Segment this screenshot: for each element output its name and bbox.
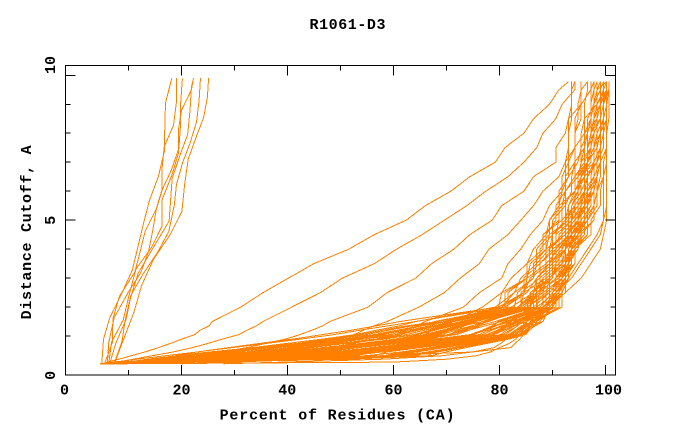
svg-text:5: 5: [43, 216, 60, 225]
svg-text:100: 100: [595, 383, 622, 400]
svg-text:0: 0: [60, 383, 69, 400]
svg-text:R1061-D3: R1061-D3: [310, 17, 386, 34]
svg-text:10: 10: [43, 56, 60, 74]
svg-text:40: 40: [278, 383, 296, 400]
svg-text:Percent of Residues (CA): Percent of Residues (CA): [220, 408, 455, 425]
svg-text:60: 60: [384, 383, 402, 400]
svg-text:Distance Cutoff, A: Distance Cutoff, A: [19, 145, 36, 319]
svg-text:80: 80: [490, 383, 508, 400]
svg-text:20: 20: [172, 383, 190, 400]
svg-text:0: 0: [43, 371, 60, 380]
